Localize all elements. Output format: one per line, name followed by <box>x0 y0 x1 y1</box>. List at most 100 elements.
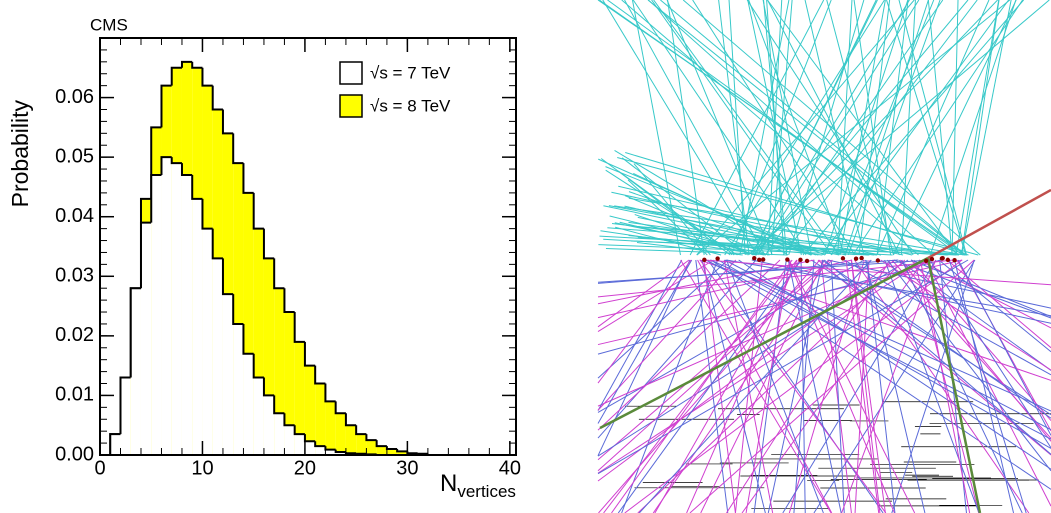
track <box>956 259 1051 432</box>
track <box>926 257 982 513</box>
track <box>800 259 806 513</box>
track <box>617 157 979 256</box>
legend-swatch <box>339 94 363 118</box>
histogram-step <box>242 163 254 194</box>
histogram-bar <box>304 365 316 455</box>
event-display <box>597 0 1051 513</box>
track <box>597 259 898 284</box>
track <box>692 0 856 256</box>
histogram-bar <box>202 228 213 455</box>
histogram-step <box>252 192 264 230</box>
histogram-step <box>416 452 428 455</box>
histogram-bar <box>253 228 264 455</box>
track <box>598 244 870 256</box>
track <box>628 197 965 256</box>
track <box>624 0 766 256</box>
y-tick-label: 0.01 <box>55 384 94 406</box>
track <box>625 152 969 256</box>
track <box>647 0 966 256</box>
histogram-bar <box>315 446 326 455</box>
track <box>757 0 920 256</box>
track <box>850 259 881 513</box>
histogram-step <box>324 383 336 403</box>
track <box>647 0 935 256</box>
chart: CMS Probability Nvertices 0.00 0.01 0.02 0.… <box>7 15 521 501</box>
vertex <box>840 256 846 261</box>
vertex <box>945 257 951 263</box>
track <box>821 0 1010 256</box>
track <box>632 0 807 256</box>
track <box>831 0 935 256</box>
track <box>603 205 840 256</box>
y-axis-label: Probability <box>7 100 33 208</box>
track <box>866 259 896 513</box>
histogram-step <box>283 413 295 427</box>
track <box>728 0 746 256</box>
track <box>884 259 980 513</box>
track <box>810 259 1051 416</box>
track <box>919 259 971 513</box>
histogram-step <box>232 133 244 165</box>
track <box>598 158 816 256</box>
histogram-step <box>242 323 254 355</box>
track <box>597 259 954 298</box>
histogram-bar <box>304 441 316 455</box>
track <box>858 0 891 256</box>
track <box>960 0 1000 256</box>
track <box>667 0 705 256</box>
track <box>747 0 1050 256</box>
histogram-step <box>293 312 305 343</box>
track <box>961 0 1012 256</box>
histogram-step <box>129 287 141 378</box>
vertex <box>715 256 720 261</box>
histogram-step <box>273 395 285 415</box>
histogram-bar <box>171 163 182 455</box>
histogram-step <box>283 288 295 314</box>
track <box>891 259 975 513</box>
histogram-bar <box>294 341 305 455</box>
histogram-step <box>273 258 285 290</box>
track <box>747 0 802 256</box>
x-axis-label-main: N <box>440 470 457 497</box>
track <box>824 0 909 256</box>
track <box>900 0 916 256</box>
histogram-step <box>170 66 182 86</box>
histogram-bar <box>110 434 121 455</box>
track <box>614 149 789 256</box>
track <box>608 205 882 256</box>
histogram-step <box>396 449 408 453</box>
track <box>726 259 824 513</box>
x-tick-label: 10 <box>191 457 213 479</box>
track <box>597 259 683 411</box>
histogram-step <box>201 67 213 87</box>
histogram-bar <box>161 157 172 455</box>
y-tick-label: 0.06 <box>55 86 94 108</box>
histogram-step <box>334 401 346 415</box>
track <box>788 259 916 513</box>
histogram-bar <box>233 163 244 455</box>
y-tick-label: 0.00 <box>55 443 94 465</box>
track <box>745 259 791 513</box>
histogram-step <box>314 365 326 385</box>
track <box>705 259 1051 440</box>
track <box>660 0 967 256</box>
track <box>637 216 819 256</box>
histogram-step <box>109 433 121 455</box>
histogram-bar <box>335 452 346 455</box>
track <box>695 259 729 513</box>
track <box>830 259 845 513</box>
vertex <box>785 257 790 262</box>
track <box>782 0 978 256</box>
track <box>624 195 769 256</box>
legend-swatch <box>339 61 363 85</box>
track <box>700 259 825 513</box>
track <box>929 0 1017 256</box>
track <box>710 259 1051 412</box>
x-tick-label: 40 <box>499 457 521 479</box>
track <box>927 0 953 256</box>
legend-label: √s = 8 TeV <box>370 96 451 115</box>
track <box>631 0 681 256</box>
track <box>628 191 812 256</box>
track <box>597 259 690 328</box>
